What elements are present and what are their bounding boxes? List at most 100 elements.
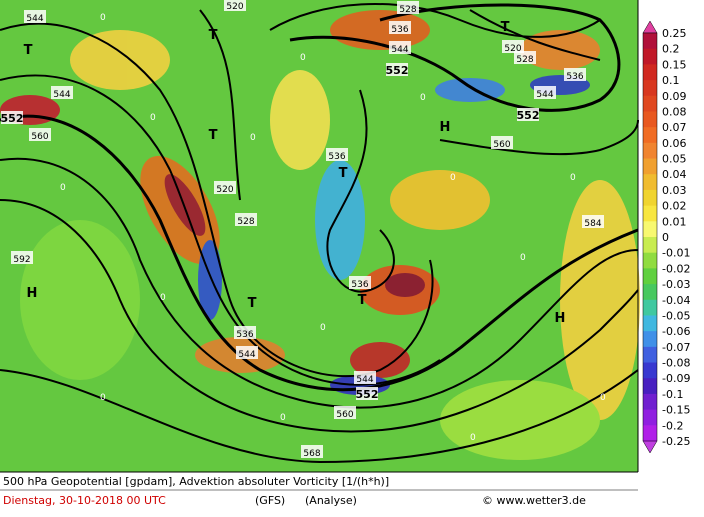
contour-label: 536	[328, 152, 345, 162]
pressure-center: H	[555, 311, 566, 326]
contour-label: 544	[53, 90, 70, 100]
zero-label: 0	[320, 323, 326, 333]
contour-label-bg	[397, 1, 419, 14]
footer-title: 500 hPa Geopotential [gpdam], Advektion …	[3, 475, 389, 488]
colorbar-box	[643, 409, 657, 426]
colorbar-box	[643, 48, 657, 65]
colorbar-box	[643, 252, 657, 269]
contour-label: 536	[236, 330, 253, 340]
colorbar-label: -0.03	[662, 278, 690, 291]
contour-label: 536	[391, 25, 408, 35]
contour-label-bg	[356, 387, 378, 400]
contour-label: 544	[26, 14, 43, 24]
contour-label: 520	[504, 44, 521, 54]
contour-label: 560	[493, 140, 510, 150]
contour-label-bg	[24, 10, 46, 23]
colorbar-label: -0.15	[662, 404, 690, 417]
contour-label: 528	[237, 217, 254, 227]
colorbar-label: -0.08	[662, 357, 690, 370]
zero-label: 0	[470, 433, 476, 443]
contour-label-bg	[234, 326, 256, 339]
contour-label: 552	[1, 112, 24, 125]
zero-label: 0	[520, 253, 526, 263]
colorbar-label: 0.06	[662, 137, 687, 150]
pressure-center: T	[24, 43, 33, 58]
colorbar-label: -0.1	[662, 388, 683, 401]
contour-label: 560	[336, 410, 353, 420]
colorbar-label: -0.04	[662, 294, 690, 307]
contour-label-bg	[582, 215, 604, 228]
colorbar-label: 0.15	[662, 58, 687, 71]
pressure-center: T	[501, 20, 510, 35]
colorbar-box	[643, 315, 657, 332]
footer-model: (GFS)	[255, 494, 285, 507]
contour-label: 544	[536, 90, 553, 100]
contour-label: 544	[356, 375, 373, 385]
contour-label-bg	[301, 445, 323, 458]
colorbar-label: -0.01	[662, 247, 690, 260]
colorbar-label: 0.1	[662, 74, 680, 87]
contour-label: 544	[238, 350, 255, 360]
contour-label-bg	[491, 136, 513, 149]
contour-label: 560	[31, 132, 48, 142]
contour-label-bg	[11, 251, 33, 264]
colorbar-bottom-arrow	[642, 440, 658, 454]
contour-label-bg	[502, 40, 524, 53]
colorbar-label: 0.02	[662, 200, 687, 213]
contour-label: 584	[584, 219, 601, 229]
contour-label-bg	[51, 86, 73, 99]
pressure-center: T	[209, 128, 218, 143]
colorbar-box	[643, 331, 657, 348]
colorbar-label: 0.05	[662, 153, 687, 166]
colorbar-label: -0.05	[662, 309, 690, 322]
contour-label: 568	[303, 449, 320, 459]
contour-label-bg	[29, 128, 51, 141]
colorbar-box	[643, 64, 657, 81]
pressure-center: T	[358, 293, 367, 308]
footer-date: Dienstag, 30-10-2018 00 UTC	[3, 494, 166, 507]
contour-label: 552	[386, 64, 409, 77]
colorbar-label: -0.02	[662, 262, 690, 275]
colorbar-label: -0.06	[662, 325, 690, 338]
contour-label: 592	[13, 255, 30, 265]
zero-label: 0	[280, 413, 286, 423]
colorbar-box	[643, 237, 657, 254]
pressure-center: H	[440, 120, 451, 135]
colorbar-label: 0.25	[662, 27, 687, 40]
colorbar-box	[643, 127, 657, 144]
colorbar-box	[643, 174, 657, 191]
colorbar-label: -0.09	[662, 372, 690, 385]
colorbar-label: -0.25	[662, 435, 690, 448]
colorbar-box	[643, 95, 657, 112]
colorbar-box	[643, 80, 657, 97]
zero-label: 0	[570, 173, 576, 183]
colorbar-label: -0.07	[662, 341, 690, 354]
vorticity-field	[0, 10, 640, 460]
colorbar-frame	[642, 32, 658, 442]
contour-label-bg	[514, 51, 536, 64]
colorbar-label: 0	[662, 231, 669, 244]
colorbar-box	[643, 33, 657, 50]
contour-label-bg	[235, 213, 257, 226]
colorbar-box	[643, 393, 657, 411]
zero-label: 0	[60, 183, 66, 193]
contour-label-bg	[386, 63, 408, 76]
contour-label-bg	[214, 181, 236, 194]
contour-label: 552	[517, 109, 540, 122]
zero-label: 0	[160, 293, 166, 303]
colorbar-box	[643, 268, 657, 285]
contour-label-bg	[517, 108, 539, 121]
contour-label-bg	[534, 86, 556, 99]
contour-label-bg	[354, 371, 376, 384]
contour-label: 536	[566, 72, 583, 82]
contour-label-bg	[224, 0, 246, 11]
pressure-center: T	[209, 28, 218, 43]
contour-label-bg	[236, 346, 258, 359]
colorbar-label: 0.07	[662, 121, 687, 134]
colorbar-box	[643, 362, 657, 379]
footer-run: (Analyse)	[305, 494, 357, 507]
contour-label: 528	[516, 55, 533, 65]
colorbar-top-arrow	[642, 20, 658, 34]
colorbar-box	[643, 299, 657, 316]
colorbar-box	[643, 158, 657, 175]
